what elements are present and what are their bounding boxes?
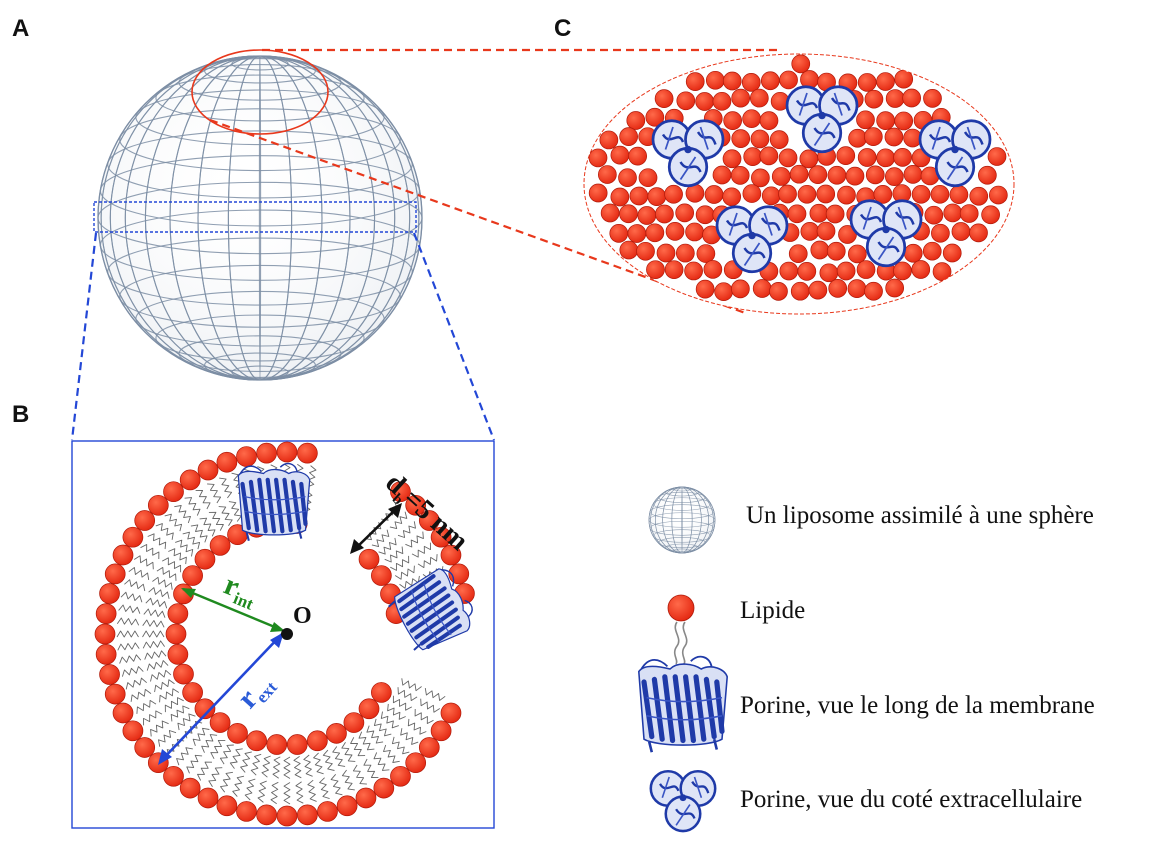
- thickness-arrow: [350, 503, 402, 554]
- panel-label-b: B: [12, 401, 29, 428]
- zoom-lines-blue: [70, 201, 496, 441]
- legend: Un liposome assimilé à une sphère Lipide…: [639, 486, 1095, 833]
- legend-porin-top-icon: [649, 769, 717, 833]
- legend-lipid-label: Lipide: [740, 597, 805, 624]
- legend-sphere-icon: [648, 486, 716, 554]
- legend-porin-top-label: Porine, vue du coté extracellulaire: [740, 786, 1082, 813]
- liposome-sphere: [97, 55, 423, 381]
- porin-side-top: [238, 464, 309, 541]
- legend-porin-side-label: Porine, vue le long de la membrane: [740, 692, 1095, 719]
- radius-int-arrow: [181, 587, 285, 632]
- zoom-lines-red: [191, 48, 778, 316]
- radius-ext-arrow: [158, 632, 284, 765]
- membrane-top-view: [583, 53, 1015, 315]
- panel-label-c: C: [554, 15, 571, 42]
- panel-label-a: A: [12, 15, 29, 42]
- legend-lipid-icon: [667, 594, 695, 665]
- center-point: [281, 628, 293, 640]
- center-label: O: [293, 603, 312, 629]
- legend-porin-side-icon: [639, 657, 727, 753]
- legend-sphere-label: Un liposome assimilé à une sphère: [746, 502, 1094, 529]
